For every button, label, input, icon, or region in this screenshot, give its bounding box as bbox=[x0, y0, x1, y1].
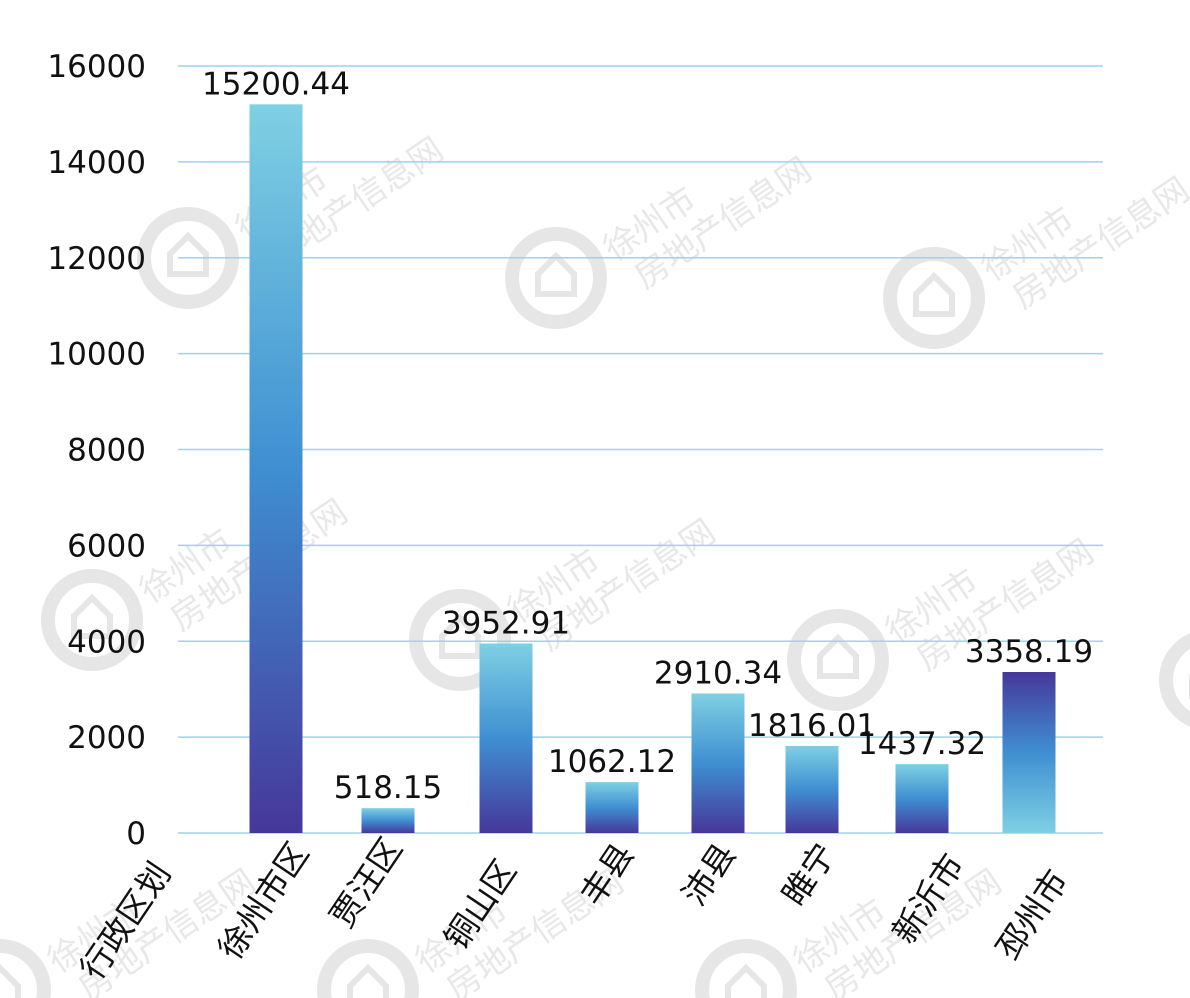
house-logo-icon bbox=[695, 939, 797, 998]
x-category-label: 邳州市 bbox=[988, 863, 1076, 967]
data-label: 15200.44 bbox=[202, 66, 350, 102]
bar bbox=[691, 693, 745, 833]
watermark-text: 徐州市房地产信息网 bbox=[133, 459, 355, 645]
y-tick-label: 12000 bbox=[47, 241, 146, 277]
y-tick-label: 14000 bbox=[47, 145, 146, 181]
x-category-label: 贾汪区 bbox=[322, 831, 410, 935]
bar bbox=[1002, 672, 1056, 833]
y-tick-label: 0 bbox=[126, 816, 146, 852]
watermark: 徐州市房地产信息网 bbox=[1159, 633, 1190, 727]
y-tick-label: 8000 bbox=[67, 433, 146, 469]
watermark-text: 徐州市房地产信息网 bbox=[975, 137, 1190, 323]
watermark: 徐州市房地产信息网 bbox=[505, 117, 819, 329]
watermark-text: 徐州市房地产信息网 bbox=[597, 117, 819, 303]
house-logo-icon bbox=[0, 939, 51, 998]
bar bbox=[361, 808, 415, 833]
data-label: 1062.12 bbox=[548, 744, 676, 780]
bar bbox=[479, 643, 533, 833]
data-label: 3358.19 bbox=[965, 634, 1093, 670]
house-logo-icon bbox=[41, 569, 143, 671]
bars bbox=[249, 104, 1056, 833]
x-category-label: 睢宁 bbox=[774, 836, 843, 913]
data-label: 518.15 bbox=[334, 770, 442, 806]
data-label: 3952.91 bbox=[442, 606, 570, 642]
house-logo-icon bbox=[505, 227, 607, 329]
bar bbox=[585, 782, 639, 833]
house-logo-icon bbox=[883, 247, 985, 349]
data-labels: 15200.44 518.15 3952.91 1062.12 2910.34 1816.… bbox=[202, 66, 1093, 806]
y-tick-label: 2000 bbox=[67, 720, 146, 756]
y-tick-label: 16000 bbox=[47, 49, 146, 85]
data-label: 2910.34 bbox=[654, 655, 782, 691]
y-axis-ticks: 0 2000 4000 6000 8000 10000 12000 14000 16000 bbox=[47, 49, 146, 852]
bar bbox=[895, 764, 949, 833]
x-axis-categories: 徐州市区 贾汪区 铜山区 丰县 沛县 睢宁 新沂市 邳州市 bbox=[210, 831, 1076, 967]
bar bbox=[249, 104, 303, 833]
y-tick-label: 4000 bbox=[67, 624, 146, 660]
y-tick-label: 10000 bbox=[47, 337, 146, 373]
house-logo-icon bbox=[409, 589, 511, 691]
watermark: 徐州市房地产信息网 bbox=[883, 137, 1190, 349]
x-category-label: 沛县 bbox=[674, 836, 743, 913]
data-label: 1816.01 bbox=[748, 708, 876, 744]
bar bbox=[785, 745, 839, 833]
gridlines bbox=[178, 65, 1103, 834]
house-logo-icon bbox=[1159, 633, 1190, 727]
data-label: 1437.32 bbox=[858, 726, 986, 762]
house-logo-icon bbox=[787, 609, 889, 711]
watermark: 徐州市房地产信息网 bbox=[409, 512, 723, 691]
y-tick-label: 6000 bbox=[67, 528, 146, 564]
house-logo-icon bbox=[317, 939, 419, 998]
watermark: 徐州市房地产信息网 bbox=[695, 862, 1009, 998]
